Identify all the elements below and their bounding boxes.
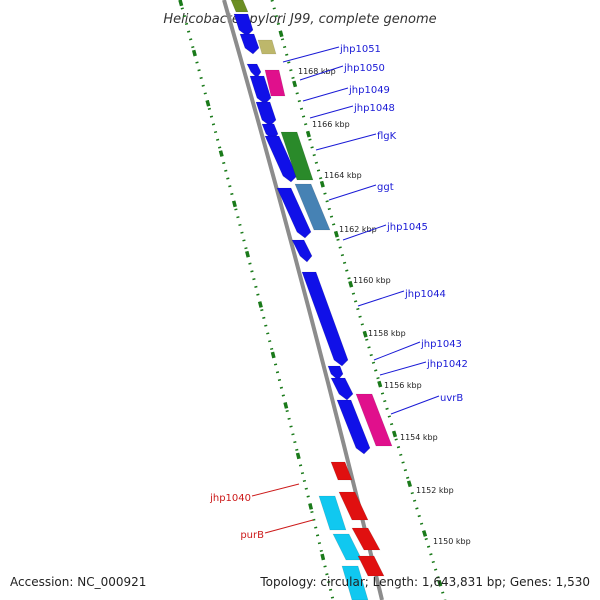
gene-label-jhp1050: jhp1050 <box>343 63 385 74</box>
feature-track <box>230 0 393 600</box>
genome-summary-text: Topology: circular; Length: 1,643,831 bp… <box>260 575 590 589</box>
gene-label-flgK: flgK <box>377 131 397 142</box>
gene-leader-line <box>390 395 440 415</box>
gene-feature <box>357 555 385 577</box>
gene-leader-line <box>282 46 340 63</box>
gene-label-jhp1040: jhp1040 <box>209 493 251 504</box>
gene-label-jhp1042: jhp1042 <box>426 359 468 370</box>
gene-label-jhp1049: jhp1049 <box>348 85 390 96</box>
kbp-tick-marks: 1168 kbp 1166 kbp 1164 kbp 1162 kbp 1160 kbp… <box>298 67 471 546</box>
gene-feature <box>336 399 371 455</box>
gene-leader-line <box>373 341 421 361</box>
gene-feature <box>341 565 369 600</box>
gene-feature <box>280 131 314 181</box>
tick-label: 1152 kbp <box>416 486 454 495</box>
gene-leader-line <box>309 105 354 119</box>
tick-label: 1154 kbp <box>400 433 438 442</box>
gene-label-jhp1043: jhp1043 <box>420 339 462 350</box>
gene-leader-line <box>342 224 387 241</box>
gene-label-uvrB: uvrB <box>440 393 463 404</box>
tick-label: 1166 kbp <box>312 120 350 129</box>
tick-label: 1158 kbp <box>368 329 406 338</box>
gene-labels: jhp1051 jhp1050 jhp1049 jhp1048 flgK ggt jhp10… <box>209 44 468 541</box>
gene-leader-line <box>328 184 377 201</box>
gene-leader-line <box>299 65 344 81</box>
gene-feature <box>327 365 344 381</box>
gene-label-jhp1045: jhp1045 <box>386 222 428 233</box>
ruler-major-ticks <box>270 0 447 600</box>
gene-leader-line <box>264 519 314 534</box>
gene-feature <box>276 187 312 239</box>
tick-label: 1164 kbp <box>324 171 362 180</box>
gene-leader-line <box>251 483 300 497</box>
gene-feature <box>246 63 262 79</box>
tick-label: 1150 kbp <box>433 537 471 546</box>
gene-label-jhp1051: jhp1051 <box>339 44 381 55</box>
gene-label-purB: purB <box>240 530 264 541</box>
gene-feature <box>257 39 277 55</box>
gene-feature <box>264 135 298 183</box>
accession-text: Accession: NC_000921 <box>10 575 147 589</box>
gene-feature <box>338 491 369 521</box>
gene-feature <box>239 33 260 55</box>
tick-label: 1168 kbp <box>298 67 336 76</box>
gene-feature <box>294 183 331 231</box>
gene-feature <box>233 13 254 37</box>
ruler-dotted-arcs <box>178 0 447 600</box>
gene-feature <box>255 101 277 127</box>
gene-feature <box>355 393 393 447</box>
gene-label-ggt: ggt <box>377 182 394 193</box>
tick-label: 1162 kbp <box>339 225 377 234</box>
gene-feature <box>351 527 381 551</box>
gene-leader-line <box>315 133 377 151</box>
tick-label: 1156 kbp <box>384 381 422 390</box>
ruler-arc-inner <box>270 0 447 600</box>
gene-feature <box>330 377 354 401</box>
gene-feature <box>249 75 272 105</box>
gene-feature <box>330 461 353 481</box>
gene-feature <box>318 495 347 531</box>
tick-label: 1160 kbp <box>353 276 391 285</box>
gene-label-jhp1048: jhp1048 <box>353 103 395 114</box>
gene-feature <box>264 69 286 97</box>
gene-feature <box>301 271 349 367</box>
map-title: Helicobacter pylori J99, complete genome <box>163 12 436 27</box>
gene-feature <box>291 239 313 263</box>
gene-label-jhp1044: jhp1044 <box>404 289 446 300</box>
gene-leader-line <box>357 290 405 307</box>
gene-leader-line <box>302 87 349 102</box>
gene-leader-line <box>379 361 427 376</box>
gene-feature <box>230 0 249 13</box>
